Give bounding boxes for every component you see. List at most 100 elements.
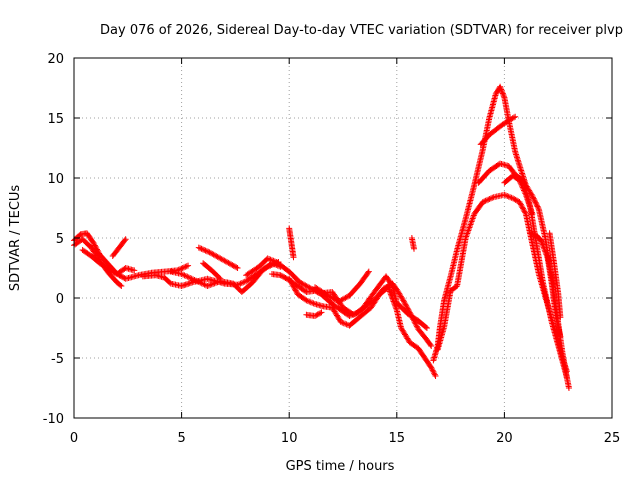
data-point [286,277,293,284]
data-point [428,364,435,371]
series-trace-t [501,172,536,217]
data-point [541,245,548,252]
data-point [519,204,526,211]
data-point [342,320,349,327]
data-point [531,196,538,203]
data-point [538,238,545,245]
data-point [479,199,486,205]
data-point [500,93,507,100]
data-point [539,240,546,247]
data-point [229,262,236,269]
data-point [286,275,293,282]
data-point [204,283,211,289]
data-point [497,85,504,92]
x-tick-label: 20 [496,431,513,446]
data-point [202,247,209,254]
series-trace-l [312,268,372,305]
series-trace-o [408,235,418,252]
data-point [94,247,101,254]
data-point [400,298,407,305]
data-point [407,310,414,317]
data-point [432,373,439,379]
data-point [507,194,514,201]
data-point [289,281,296,287]
data-point [412,320,419,327]
data-point [482,197,489,204]
data-point [428,366,435,372]
data-point [264,255,271,262]
data-point [410,316,417,323]
data-point [309,299,316,306]
data-point [385,284,392,291]
data-point [216,274,223,281]
series-trace-f [167,260,284,295]
data-point [385,285,392,292]
data-point [509,115,516,122]
data-point [317,310,324,317]
data-point [188,275,195,282]
y-tick-label: 5 [56,232,64,247]
data-point [393,305,400,312]
data-point [387,289,394,296]
data-point [290,254,297,261]
data-point [310,300,317,307]
data-point [201,281,208,288]
data-point [183,263,190,270]
data-point [530,195,537,202]
series-trace-g [195,244,241,271]
data-point [302,296,309,303]
data-point [214,279,221,286]
data-point [201,247,208,253]
data-point [318,309,325,316]
data-point [194,278,201,285]
data-point [531,198,538,205]
data-point [516,177,523,184]
y-tick-label: -10 [43,412,64,427]
data-point [268,257,275,264]
data-point [565,385,572,391]
data-point [93,245,100,252]
data-point [497,83,504,90]
data-point [539,241,546,248]
data-point [303,297,310,304]
data-point [337,319,344,325]
data-point [501,191,508,198]
data-point [364,269,371,276]
data-point [203,248,210,255]
x-tick-label: 15 [389,431,406,446]
data-point [192,277,199,284]
data-point [234,265,241,271]
data-point [512,196,519,203]
data-point [402,301,409,308]
data-point [427,341,434,348]
data-point [540,243,547,249]
data-point [289,282,296,289]
data-point [500,91,507,98]
data-point [388,292,395,299]
series-trace-m [286,225,297,261]
data-point [537,237,544,244]
data-point [405,306,412,313]
data-point [240,279,247,286]
data-point [521,208,528,215]
data-point [508,115,515,122]
data-point [208,281,215,288]
data-point [217,275,224,282]
data-point [291,286,298,293]
x-axis-title: GPS time / hours [286,459,395,474]
data-point [520,207,527,213]
data-point [312,313,319,319]
data-point [530,194,537,201]
data-point [499,89,506,96]
data-point [403,304,410,311]
data-point [197,245,204,252]
data-point [540,244,547,251]
data-point [506,116,513,123]
x-tick-label: 10 [281,431,298,446]
data-point [118,283,125,289]
data-point [270,257,277,264]
data-point [200,281,207,287]
data-point [213,279,220,286]
data-point [205,248,212,255]
